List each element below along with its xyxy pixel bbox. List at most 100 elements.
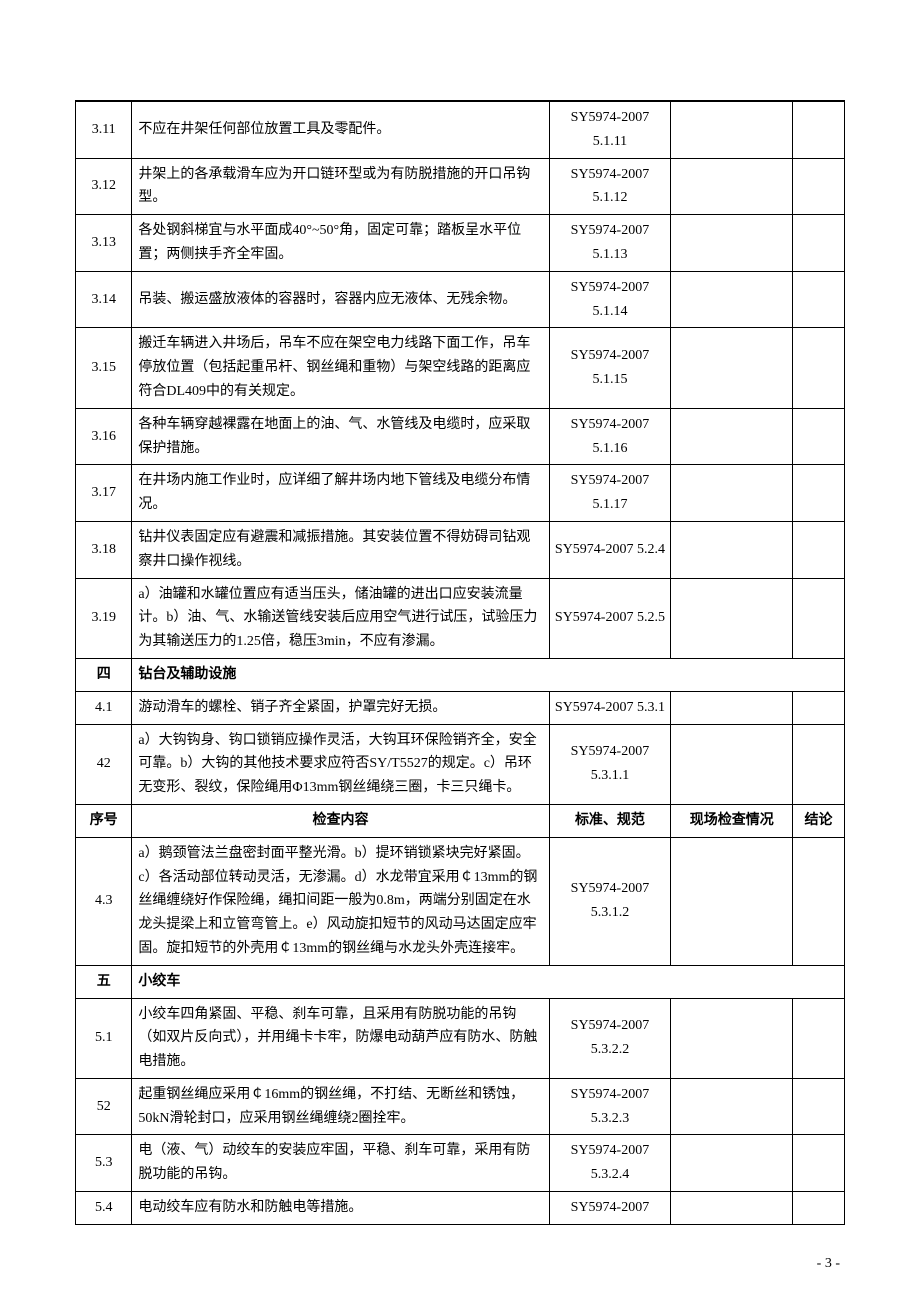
- section-number: 四: [76, 658, 132, 691]
- table-row: 3.15搬迁车辆进入井场后，吊车不应在架空电力线路下面工作，吊车停放位置（包括起…: [76, 328, 845, 408]
- cell-num: 3.13: [76, 215, 132, 272]
- cell-std: SY5974-2007 5.3.1.1: [549, 724, 671, 804]
- table-header-row: 序号检查内容标准、规范现场检查情况结论: [76, 804, 845, 837]
- cell-res: [793, 158, 845, 215]
- cell-res: [793, 1135, 845, 1192]
- cell-site: [671, 1192, 793, 1225]
- cell-std: SY5974-2007: [549, 1192, 671, 1225]
- cell-content: a）油罐和水罐位置应有适当压头，储油罐的进出口应安装流量计。b）油、气、水输送管…: [132, 578, 549, 658]
- cell-std: SY5974-2007 5.1.12: [549, 158, 671, 215]
- cell-num: 3.19: [76, 578, 132, 658]
- cell-res: [793, 521, 845, 578]
- table-row: 3.14吊装、搬运盛放液体的容器时，容器内应无液体、无残余物。SY5974-20…: [76, 271, 845, 328]
- cell-content: 井架上的各承载滑车应为开口链环型或为有防脱措施的开口吊钩型。: [132, 158, 549, 215]
- cell-content: a）鹅颈管法兰盘密封面平整光滑。b）提环销锁紧块完好紧固。c）各活动部位转动灵活…: [132, 837, 549, 965]
- table-row: 5.4电动绞车应有防水和防触电等措施。SY5974-2007: [76, 1192, 845, 1225]
- page-number: - 3 -: [817, 1256, 840, 1272]
- cell-res: [793, 691, 845, 724]
- cell-site: [671, 465, 793, 522]
- cell-content: 起重钢丝绳应采用￠16mm的钢丝绳，不打结、无断丝和锈蚀，50kN滑轮封口，应采…: [132, 1078, 549, 1135]
- cell-content: 电（液、气）动绞车的安装应牢固，平稳、刹车可靠，采用有防脱功能的吊钩。: [132, 1135, 549, 1192]
- table-body: 3.11不应在井架任何部位放置工具及零配件。SY5974-2007 5.1.11…: [76, 101, 845, 1224]
- cell-num: 3.18: [76, 521, 132, 578]
- table-row: 3.13各处钢斜梯宜与水平面成40°~50°角，固定可靠；踏板呈水平位置；两侧挟…: [76, 215, 845, 272]
- cell-site: [671, 521, 793, 578]
- cell-num: 5.1: [76, 998, 132, 1078]
- cell-num: 3.14: [76, 271, 132, 328]
- cell-content: 各种车辆穿越裸露在地面上的油、气、水管线及电缆时，应采取保护措施。: [132, 408, 549, 465]
- cell-std: SY5974-2007 5.1.11: [549, 101, 671, 158]
- cell-res: [793, 1192, 845, 1225]
- cell-num: 3.17: [76, 465, 132, 522]
- column-header: 现场检查情况: [671, 804, 793, 837]
- cell-site: [671, 215, 793, 272]
- cell-site: [671, 328, 793, 408]
- cell-site: [671, 271, 793, 328]
- cell-std: SY5974-2007 5.3.1: [549, 691, 671, 724]
- cell-content: 不应在井架任何部位放置工具及零配件。: [132, 101, 549, 158]
- cell-res: [793, 724, 845, 804]
- cell-site: [671, 998, 793, 1078]
- cell-site: [671, 101, 793, 158]
- cell-num: 5.4: [76, 1192, 132, 1225]
- cell-num: 42: [76, 724, 132, 804]
- cell-res: [793, 408, 845, 465]
- cell-num: 52: [76, 1078, 132, 1135]
- cell-site: [671, 578, 793, 658]
- cell-std: SY5974-2007 5.1.15: [549, 328, 671, 408]
- cell-num: 4.3: [76, 837, 132, 965]
- cell-res: [793, 1078, 845, 1135]
- cell-num: 3.12: [76, 158, 132, 215]
- cell-content: 电动绞车应有防水和防触电等措施。: [132, 1192, 549, 1225]
- cell-std: SY5974-2007 5.2.5: [549, 578, 671, 658]
- cell-std: SY5974-2007 5.2.4: [549, 521, 671, 578]
- section-row: 五小绞车: [76, 965, 845, 998]
- section-number: 五: [76, 965, 132, 998]
- cell-content: 游动滑车的螺栓、销子齐全紧固，护罩完好无损。: [132, 691, 549, 724]
- column-header: 标准、规范: [549, 804, 671, 837]
- inspection-table: 3.11不应在井架任何部位放置工具及零配件。SY5974-2007 5.1.11…: [75, 100, 845, 1225]
- cell-std: SY5974-2007 5.1.13: [549, 215, 671, 272]
- cell-site: [671, 1078, 793, 1135]
- cell-content: 吊装、搬运盛放液体的容器时，容器内应无液体、无残余物。: [132, 271, 549, 328]
- cell-std: SY5974-2007 5.3.2.2: [549, 998, 671, 1078]
- table-row: 5.3电（液、气）动绞车的安装应牢固，平稳、刹车可靠，采用有防脱功能的吊钩。SY…: [76, 1135, 845, 1192]
- cell-res: [793, 328, 845, 408]
- cell-std: SY5974-2007 5.3.2.3: [549, 1078, 671, 1135]
- table-row: 3.12井架上的各承载滑车应为开口链环型或为有防脱措施的开口吊钩型。SY5974…: [76, 158, 845, 215]
- cell-std: SY5974-2007 5.1.16: [549, 408, 671, 465]
- cell-num: 4.1: [76, 691, 132, 724]
- cell-res: [793, 578, 845, 658]
- cell-num: 5.3: [76, 1135, 132, 1192]
- cell-std: SY5974-2007 5.1.14: [549, 271, 671, 328]
- cell-site: [671, 408, 793, 465]
- cell-num: 3.15: [76, 328, 132, 408]
- document-page: 3.11不应在井架任何部位放置工具及零配件。SY5974-2007 5.1.11…: [0, 0, 920, 1302]
- column-header: 检查内容: [132, 804, 549, 837]
- cell-res: [793, 837, 845, 965]
- table-row: 3.18钻井仪表固定应有避震和减振措施。其安装位置不得妨碍司钻观察井口操作视线。…: [76, 521, 845, 578]
- cell-site: [671, 837, 793, 965]
- column-header: 结论: [793, 804, 845, 837]
- cell-std: SY5974-2007 5.3.2.4: [549, 1135, 671, 1192]
- cell-content: 小绞车四角紧固、平稳、刹车可靠，且采用有防脱功能的吊钩（如双片反向式），并用绳卡…: [132, 998, 549, 1078]
- cell-content: a）大钩钩身、钩口锁销应操作灵活，大钩耳环保险销齐全，安全可靠。b）大钩的其他技…: [132, 724, 549, 804]
- cell-res: [793, 101, 845, 158]
- cell-site: [671, 1135, 793, 1192]
- section-title: 小绞车: [132, 965, 845, 998]
- cell-std: SY5974-2007 5.1.17: [549, 465, 671, 522]
- column-header: 序号: [76, 804, 132, 837]
- table-row: 4.3a）鹅颈管法兰盘密封面平整光滑。b）提环销锁紧块完好紧固。c）各活动部位转…: [76, 837, 845, 965]
- table-row: 5.1小绞车四角紧固、平稳、刹车可靠，且采用有防脱功能的吊钩（如双片反向式），并…: [76, 998, 845, 1078]
- cell-res: [793, 998, 845, 1078]
- table-row: 42a）大钩钩身、钩口锁销应操作灵活，大钩耳环保险销齐全，安全可靠。b）大钩的其…: [76, 724, 845, 804]
- section-title: 钻台及辅助设施: [132, 658, 845, 691]
- section-row: 四钻台及辅助设施: [76, 658, 845, 691]
- cell-res: [793, 465, 845, 522]
- cell-site: [671, 724, 793, 804]
- table-row: 3.11不应在井架任何部位放置工具及零配件。SY5974-2007 5.1.11: [76, 101, 845, 158]
- table-row: 4.1游动滑车的螺栓、销子齐全紧固，护罩完好无损。SY5974-2007 5.3…: [76, 691, 845, 724]
- table-row: 3.17在井场内施工作业时，应详细了解井场内地下管线及电缆分布情况。SY5974…: [76, 465, 845, 522]
- cell-num: 3.16: [76, 408, 132, 465]
- cell-site: [671, 691, 793, 724]
